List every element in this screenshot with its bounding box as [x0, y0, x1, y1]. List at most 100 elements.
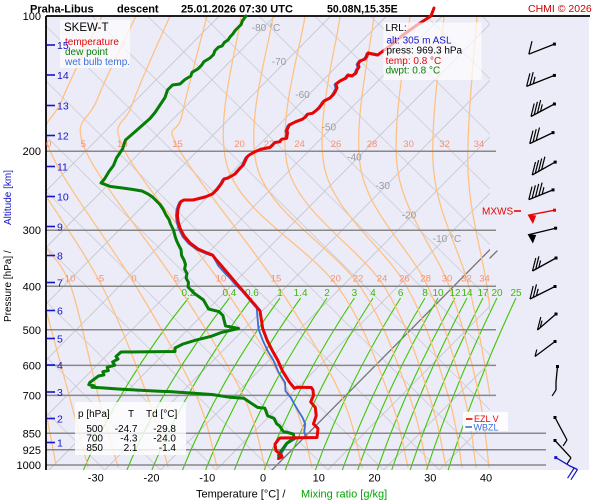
- svg-text:8: 8: [57, 251, 63, 263]
- svg-text:30: 30: [403, 139, 414, 150]
- svg-text:wet bulb temp.: wet bulb temp.: [64, 57, 130, 68]
- svg-text:925: 925: [23, 445, 41, 457]
- svg-text:700: 700: [86, 433, 103, 444]
- svg-text:MXWS: MXWS: [482, 207, 513, 218]
- svg-text:Praha-Libus: Praha-Libus: [30, 4, 94, 16]
- svg-text:13: 13: [57, 101, 69, 113]
- svg-text:-70: -70: [272, 57, 287, 68]
- svg-text:26: 26: [399, 274, 410, 285]
- svg-text:3: 3: [57, 387, 63, 399]
- svg-text:0: 0: [260, 473, 266, 485]
- svg-text:600: 600: [23, 360, 41, 372]
- svg-text:0: 0: [46, 139, 51, 150]
- svg-text:500: 500: [86, 424, 103, 435]
- svg-text:EZL V: EZL V: [474, 414, 499, 424]
- svg-text:10: 10: [117, 139, 128, 150]
- svg-text:p [hPa]: p [hPa]: [78, 409, 110, 420]
- svg-text:10: 10: [216, 274, 227, 285]
- svg-text:10: 10: [432, 288, 444, 299]
- svg-text:-20: -20: [402, 211, 417, 222]
- svg-text:Pressure [hPa] /: Pressure [hPa] /: [3, 250, 14, 322]
- svg-text:200: 200: [23, 146, 41, 158]
- svg-text:6: 6: [57, 306, 63, 318]
- svg-text:850: 850: [23, 428, 41, 440]
- svg-text:20: 20: [330, 274, 341, 285]
- svg-text:32: 32: [439, 139, 450, 150]
- svg-text:25: 25: [510, 288, 522, 299]
- svg-text:25.01.2026 07:30 UTC: 25.01.2026 07:30 UTC: [181, 4, 293, 16]
- svg-text:dew point: dew point: [65, 47, 108, 58]
- svg-text:20: 20: [368, 473, 380, 485]
- svg-text:-80 °C: -80 °C: [252, 23, 280, 34]
- svg-text:20: 20: [234, 139, 245, 150]
- svg-text:40: 40: [480, 473, 492, 485]
- svg-text:-20: -20: [144, 473, 160, 485]
- svg-text:5: 5: [174, 274, 179, 285]
- svg-text:temperature: temperature: [65, 37, 119, 48]
- svg-text:12: 12: [57, 131, 69, 143]
- svg-text:-10: -10: [199, 473, 215, 485]
- svg-text:Td [°C]: Td [°C]: [146, 409, 177, 420]
- svg-text:1000: 1000: [17, 460, 41, 472]
- svg-text:1.4: 1.4: [294, 288, 308, 299]
- svg-text:0.6: 0.6: [245, 288, 259, 299]
- svg-text:28: 28: [367, 139, 378, 150]
- svg-text:-24.7: -24.7: [115, 424, 138, 435]
- svg-text:2.1: 2.1: [124, 443, 138, 454]
- svg-text:24: 24: [294, 139, 305, 150]
- svg-text:24: 24: [377, 274, 388, 285]
- svg-text:-10: -10: [62, 274, 76, 285]
- svg-text:1: 1: [277, 288, 283, 299]
- svg-text:press: 969.3 hPa: press: 969.3 hPa: [387, 46, 463, 57]
- svg-text:T: T: [128, 409, 134, 420]
- svg-text:2: 2: [57, 414, 63, 426]
- svg-text:5: 5: [81, 139, 86, 150]
- svg-text:32: 32: [461, 274, 472, 285]
- svg-text:15: 15: [172, 139, 183, 150]
- svg-text:-1.4: -1.4: [159, 443, 177, 454]
- svg-text:descent: descent: [117, 4, 159, 16]
- svg-text:15: 15: [57, 40, 69, 52]
- svg-text:temp: 0.8 °C: temp: 0.8 °C: [386, 56, 442, 67]
- svg-text:-5: -5: [96, 274, 104, 285]
- svg-text:2: 2: [324, 288, 330, 299]
- svg-text:-30: -30: [375, 181, 390, 192]
- svg-text:11: 11: [57, 162, 68, 174]
- svg-text:9: 9: [57, 222, 63, 234]
- svg-text:15: 15: [271, 274, 282, 285]
- svg-text:7: 7: [57, 278, 63, 290]
- svg-text:14: 14: [57, 70, 69, 82]
- svg-text:22: 22: [264, 139, 275, 150]
- svg-text:CHMI © 2026: CHMI © 2026: [528, 3, 592, 15]
- svg-text:8: 8: [422, 288, 428, 299]
- svg-text:34: 34: [479, 274, 490, 285]
- svg-text:0.4: 0.4: [222, 288, 236, 299]
- svg-text:-40: -40: [347, 153, 362, 164]
- svg-text:4: 4: [370, 288, 376, 299]
- svg-text:-24.0: -24.0: [153, 433, 176, 444]
- svg-text:WBZL: WBZL: [474, 423, 499, 433]
- svg-text:700: 700: [23, 390, 41, 402]
- svg-text:300: 300: [23, 225, 41, 237]
- svg-text:0: 0: [131, 274, 136, 285]
- svg-text:100: 100: [23, 11, 41, 23]
- svg-text:50.08N,15.35E: 50.08N,15.35E: [327, 4, 398, 16]
- svg-text:10: 10: [57, 192, 69, 204]
- svg-text:20: 20: [491, 288, 503, 299]
- svg-text:28: 28: [420, 274, 431, 285]
- svg-text:400: 400: [23, 281, 41, 293]
- svg-text:10: 10: [313, 473, 325, 485]
- svg-text:1: 1: [57, 438, 63, 450]
- svg-text:22: 22: [353, 274, 364, 285]
- svg-text:30: 30: [424, 473, 436, 485]
- svg-text:4: 4: [57, 360, 63, 372]
- svg-text:5: 5: [57, 334, 63, 346]
- svg-text:-29.8: -29.8: [153, 424, 176, 435]
- svg-text:SKEW-T: SKEW-T: [64, 22, 109, 34]
- svg-text:12: 12: [449, 288, 461, 299]
- svg-text:500: 500: [23, 325, 41, 337]
- svg-text:3: 3: [352, 288, 358, 299]
- svg-text:Altitude [km]: Altitude [km]: [3, 170, 14, 225]
- svg-text:14: 14: [461, 288, 473, 299]
- svg-text:0.2: 0.2: [181, 288, 195, 299]
